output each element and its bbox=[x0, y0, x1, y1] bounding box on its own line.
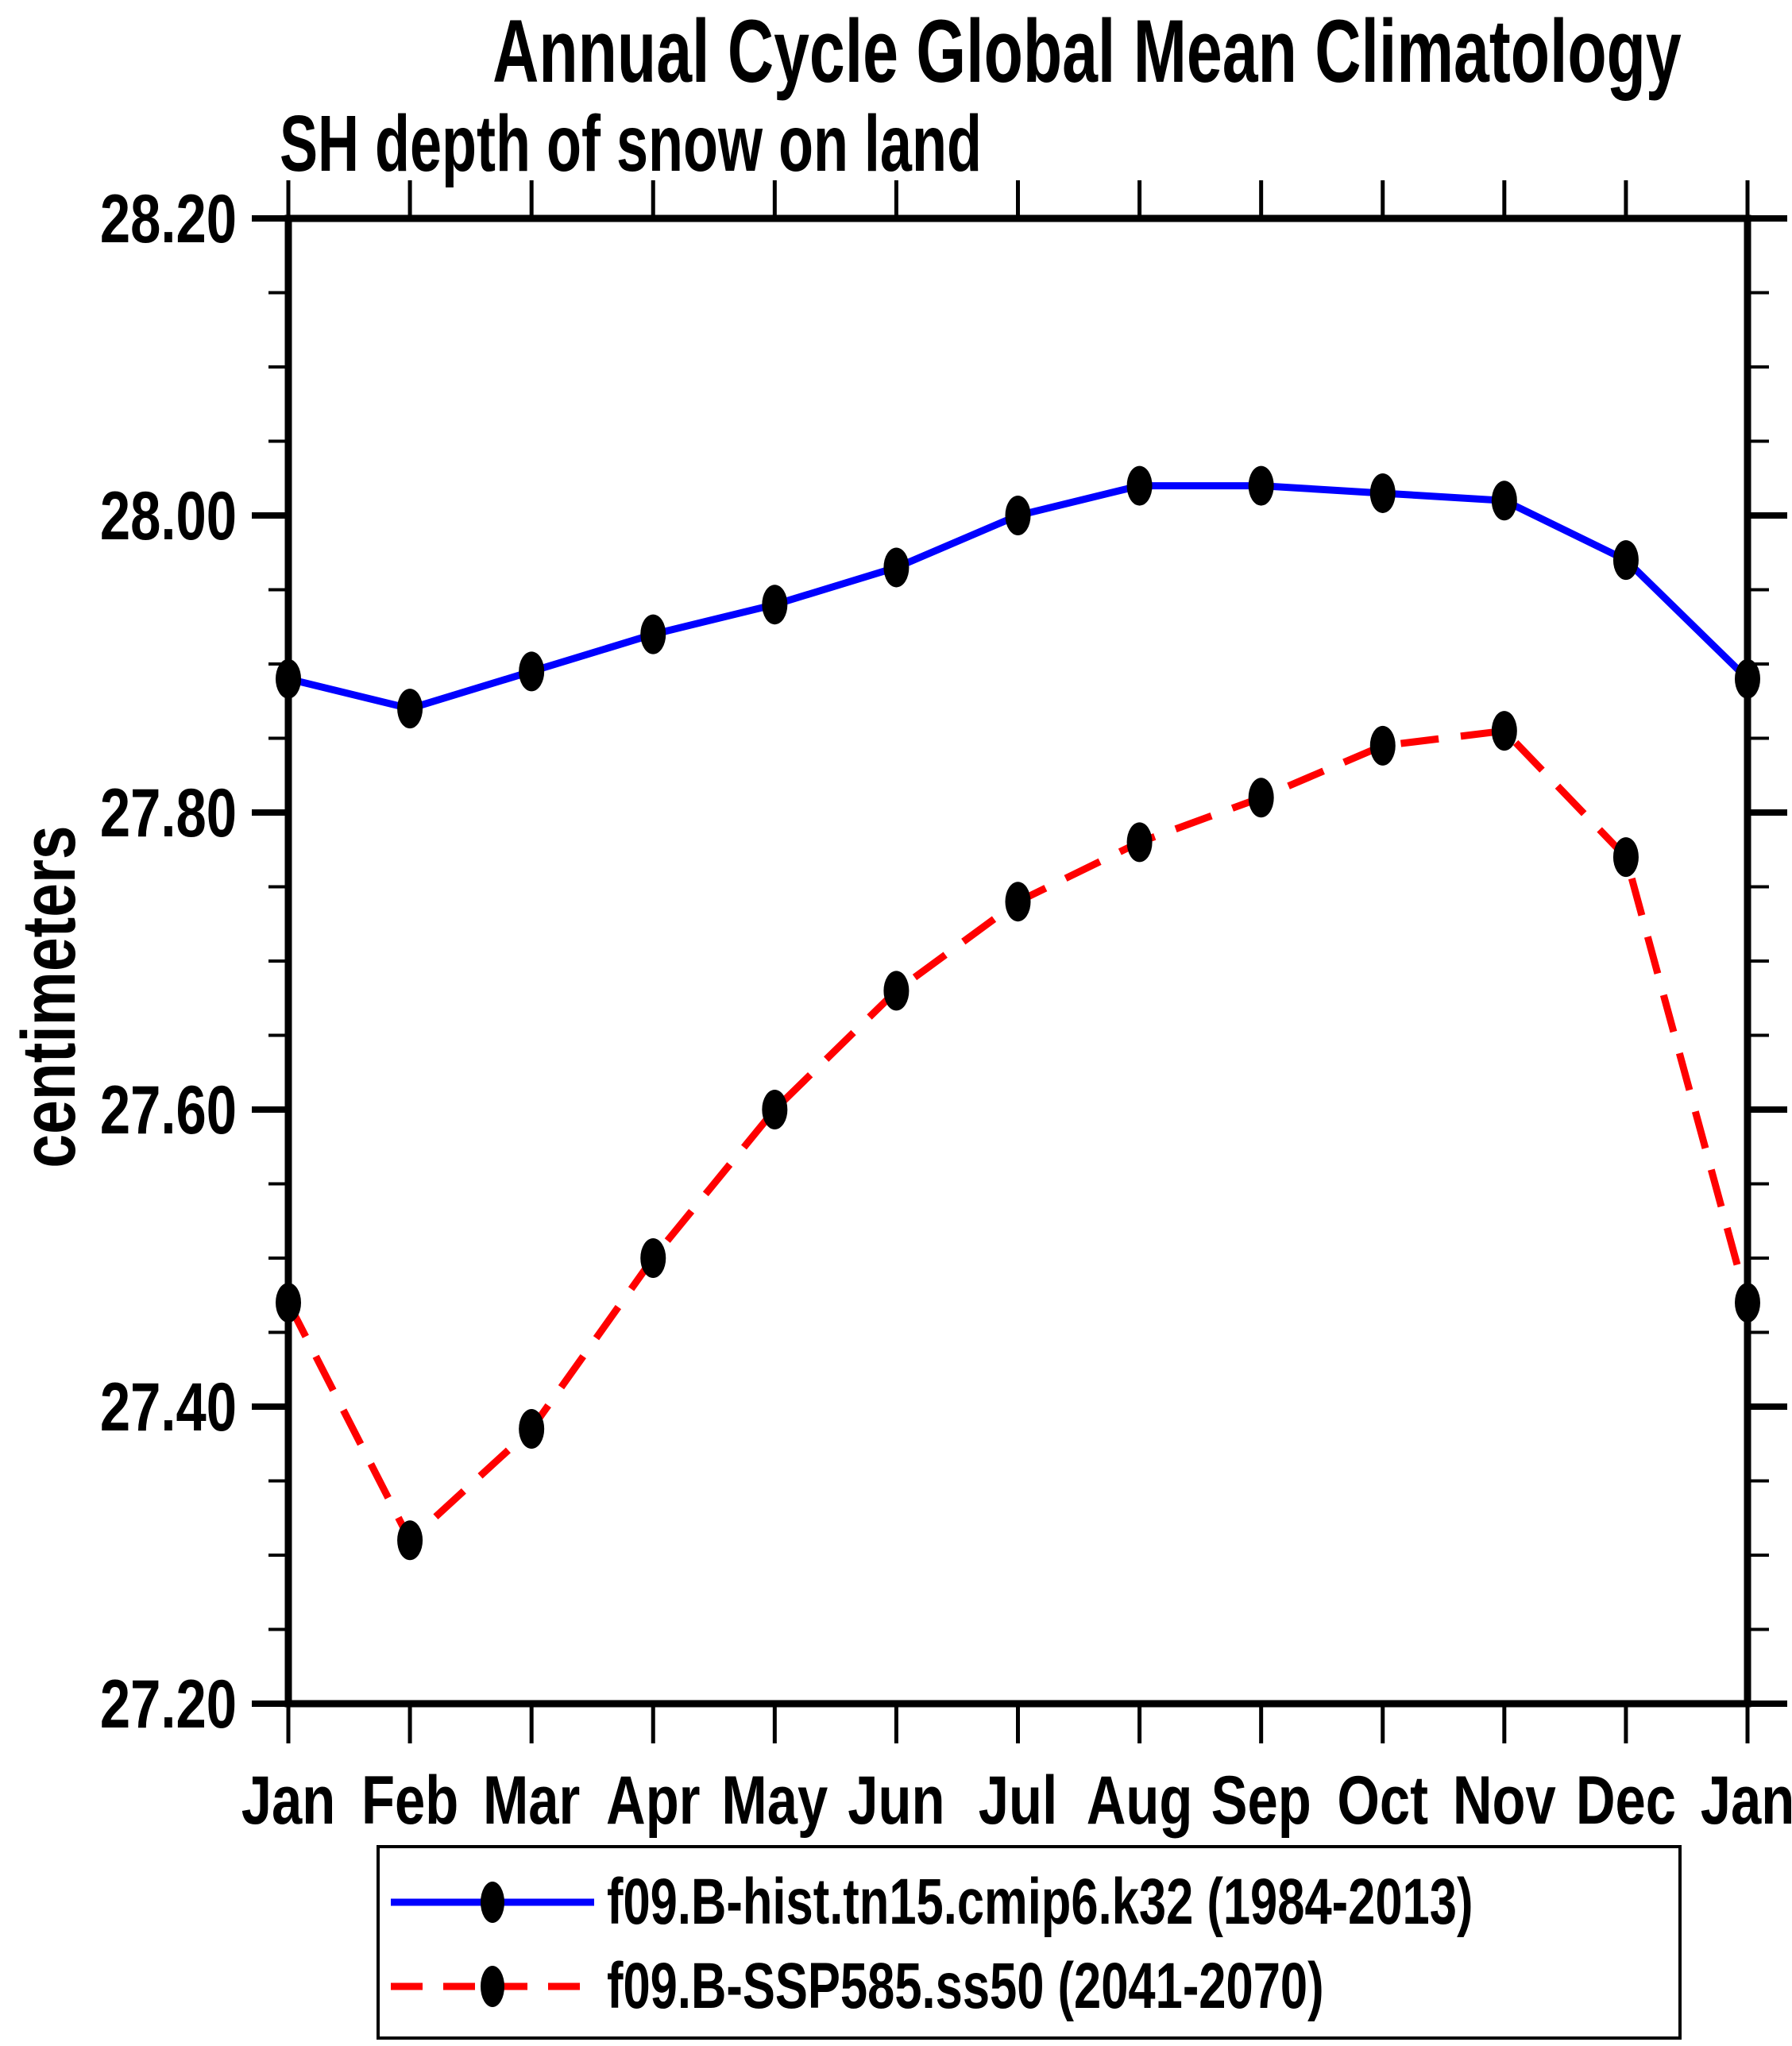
y-tick-label: 27.80 bbox=[100, 775, 237, 851]
x-tick-label: Apr bbox=[606, 1762, 700, 1839]
data-point-marker-s1-6 bbox=[1005, 882, 1031, 922]
y-tick-label: 27.20 bbox=[100, 1666, 237, 1743]
series-line-1 bbox=[284, 727, 1751, 1546]
data-point-marker-s0-2 bbox=[519, 651, 545, 692]
data-point-marker-s0-10 bbox=[1491, 481, 1517, 521]
data-point-marker-s0-0 bbox=[276, 658, 301, 699]
plot-frame bbox=[284, 214, 1751, 1708]
data-point-marker-s0-5 bbox=[883, 547, 910, 588]
x-tick-label: May bbox=[721, 1762, 828, 1839]
legend-label-hist: f09.B-hist.tn15.cmip6.k32 (1984-2013) bbox=[607, 1866, 1473, 1938]
x-tick-label: Aug bbox=[1087, 1762, 1193, 1839]
data-point-marker-s0-12 bbox=[1735, 658, 1760, 699]
legend-item-hist: f09.B-hist.tn15.cmip6.k32 (1984-2013) bbox=[386, 1863, 1762, 1942]
x-tick-label: Nov bbox=[1453, 1762, 1556, 1839]
y-tick-label: 27.40 bbox=[100, 1369, 237, 1446]
y-tick-label: 28.00 bbox=[100, 478, 237, 554]
x-tick-label: Mar bbox=[483, 1762, 580, 1839]
data-point-marker-s1-8 bbox=[1248, 778, 1274, 818]
x-tick-label: Feb bbox=[361, 1762, 458, 1839]
x-tick-label: Jul bbox=[979, 1762, 1057, 1839]
legend-marker-icon bbox=[481, 1966, 504, 2007]
data-point-marker-s1-9 bbox=[1369, 725, 1396, 766]
data-point-marker-s1-11 bbox=[1612, 837, 1639, 878]
data-point-marker-s1-5 bbox=[883, 971, 910, 1011]
x-tick-label: Jun bbox=[848, 1762, 944, 1839]
data-point-marker-s0-7 bbox=[1126, 465, 1153, 506]
x-tick-label: Dec bbox=[1576, 1762, 1676, 1839]
data-point-marker-s1-0 bbox=[276, 1283, 301, 1323]
legend-item-ssp585: f09.B-SSP585.ss50 (2041-2070) bbox=[386, 1947, 1562, 2026]
x-tick-label: Jan bbox=[1701, 1762, 1792, 1839]
data-point-marker-s1-4 bbox=[762, 1090, 788, 1129]
data-point-marker-s1-10 bbox=[1491, 711, 1517, 751]
data-point-marker-s1-12 bbox=[1735, 1283, 1760, 1323]
data-point-marker-s0-4 bbox=[762, 585, 788, 625]
chart-title: Annual Cycle Global Mean Climatology bbox=[492, 2, 1682, 101]
data-point-marker-s0-3 bbox=[640, 614, 666, 654]
data-point-marker-s0-11 bbox=[1612, 540, 1639, 581]
legend-swatch-ssp585 bbox=[391, 1966, 594, 2007]
data-point-marker-s1-7 bbox=[1126, 822, 1153, 863]
data-point-marker-s1-2 bbox=[519, 1409, 545, 1450]
data-point-marker-s0-1 bbox=[397, 689, 423, 729]
legend-swatch-hist bbox=[391, 1882, 594, 1923]
x-tick-label: Jan bbox=[241, 1762, 336, 1839]
data-point-marker-s1-3 bbox=[640, 1238, 666, 1278]
legend-marker-icon bbox=[481, 1882, 504, 1923]
x-tick-label: Oct bbox=[1337, 1762, 1428, 1839]
y-tick-label: 28.20 bbox=[100, 181, 237, 257]
data-point-marker-s1-1 bbox=[397, 1520, 423, 1561]
chart-subtitle: SH depth of snow on land bbox=[280, 99, 982, 188]
x-tick-label: Sep bbox=[1211, 1762, 1311, 1839]
y-tick-label: 27.60 bbox=[100, 1072, 237, 1148]
data-point-marker-s0-8 bbox=[1248, 465, 1274, 506]
data-point-marker-s0-9 bbox=[1369, 473, 1396, 513]
legend: f09.B-hist.tn15.cmip6.k32 (1984-2013) f0… bbox=[377, 1845, 1682, 2040]
data-point-marker-s0-6 bbox=[1005, 496, 1031, 535]
legend-label-ssp585: f09.B-SSP585.ss50 (2041-2070) bbox=[607, 1950, 1324, 2022]
